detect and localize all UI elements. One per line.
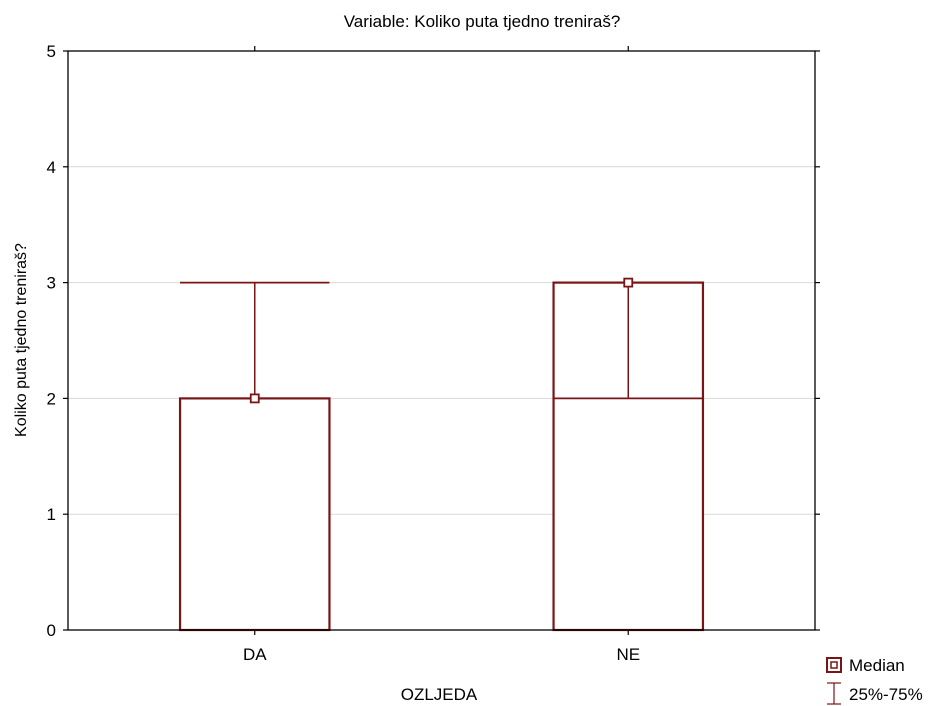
y-tick-label: 4 [47, 158, 56, 177]
chart-title: Variable: Koliko puta tjedno treniraš? [344, 12, 621, 31]
y-tick-label: 5 [47, 42, 56, 61]
y-tick-label: 3 [47, 274, 56, 293]
box-iqr [178, 397, 331, 632]
box-group-ne [552, 277, 705, 632]
legend-median-symbol [826, 657, 842, 673]
box-group-da [178, 281, 331, 632]
legend: Median 25%-75% [826, 656, 923, 705]
legend-range-label: 25%-75% [849, 685, 923, 704]
x-axis-ticks: DA NE [243, 46, 640, 664]
x-axis-label: OZLJEDA [401, 685, 478, 704]
x-tick-label: NE [616, 645, 640, 664]
legend-whisker-symbol [827, 682, 841, 705]
boxes [178, 277, 705, 632]
y-tick-label: 0 [47, 621, 56, 640]
y-tick-label: 2 [47, 389, 56, 408]
y-tick-label: 1 [47, 505, 56, 524]
legend-median-label: Median [849, 656, 905, 675]
y-axis-label: Koliko puta tjedno treniraš? [13, 243, 30, 437]
median-marker [249, 393, 260, 404]
y-axis-ticks: 0 1 2 3 4 5 [47, 42, 820, 640]
median-marker [623, 277, 634, 288]
x-tick-label: DA [243, 645, 267, 664]
plot-frame [67, 50, 816, 631]
